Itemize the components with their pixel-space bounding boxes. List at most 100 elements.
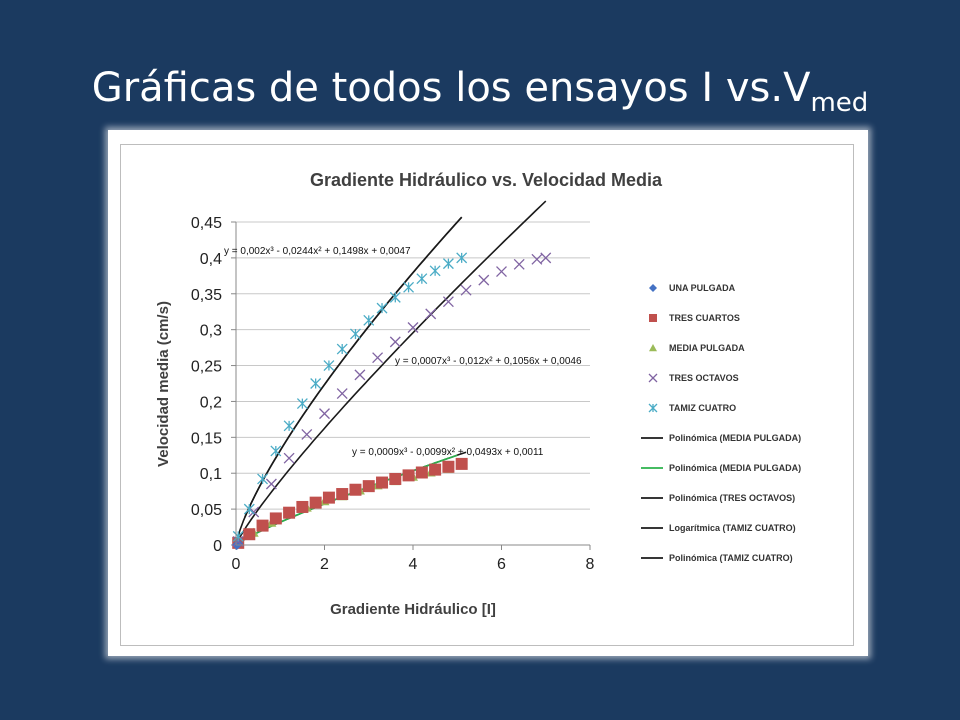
data-point	[425, 308, 437, 320]
data-point	[270, 445, 282, 457]
equation-label-1: y = 0,002x³ - 0,0244x² + 0,1498x + 0,004…	[224, 246, 411, 257]
legend-label: Logarítmica (TAMIZ CUATRO)	[669, 523, 796, 533]
data-point	[301, 429, 313, 440]
data-point	[350, 328, 361, 340]
data-point	[376, 302, 388, 314]
data-point	[540, 252, 552, 264]
x-tick-label: 8	[586, 556, 595, 573]
y-axis-title: Velocidad media (cm/s)	[155, 301, 172, 467]
legend-marker	[648, 373, 658, 383]
data-point	[389, 472, 402, 485]
data-point	[256, 519, 269, 532]
data-point	[243, 503, 255, 515]
data-point	[456, 252, 468, 264]
legend-marker	[648, 403, 658, 413]
legend-marker	[649, 314, 657, 322]
chart-svg: Gradiente Hidráulico vs. Velocidad Media…	[155, 170, 801, 618]
legend-label: MEDIA PULGADA	[669, 343, 745, 353]
data-point	[362, 480, 375, 493]
data-point	[309, 496, 322, 509]
data-point	[402, 469, 415, 482]
chart-title: Gradiente Hidráulico vs. Velocidad Media	[310, 170, 663, 190]
data-point	[283, 506, 296, 519]
data-point	[322, 491, 335, 504]
data-point	[269, 512, 282, 525]
data-point	[389, 336, 401, 348]
legend-label: TRES OCTAVOS	[669, 373, 739, 383]
data-point	[478, 274, 490, 286]
data-point	[319, 408, 330, 420]
y-tick-label: 0,45	[191, 215, 222, 232]
data-point	[372, 352, 384, 364]
data-point	[310, 378, 322, 389]
legend-marker	[649, 344, 657, 352]
x-tick-label: 4	[409, 556, 418, 573]
data-point	[323, 360, 335, 372]
data-point	[336, 343, 348, 355]
x-tick-label: 0	[232, 556, 241, 573]
legend-label: Polinómica (MEDIA PULGADA)	[669, 463, 801, 473]
data-point	[389, 291, 401, 303]
legend-label: TRES CUARTOS	[669, 313, 740, 323]
data-point	[442, 460, 455, 473]
data-point	[354, 369, 366, 381]
legend-marker	[649, 284, 657, 292]
legend-label: Polinómica (TAMIZ CUATRO)	[669, 553, 793, 563]
data-point	[233, 538, 244, 549]
equation-label-3: y = 0,0009x³ - 0,0099x² + 0,0493x + 0,00…	[352, 447, 544, 458]
y-tick-label: 0,3	[200, 323, 222, 340]
y-tick-label: 0,1	[200, 466, 222, 483]
legend-label: TAMIZ CUATRO	[669, 403, 736, 413]
y-tick-label: 0,15	[191, 430, 222, 447]
slide-title-subscript: med	[810, 88, 869, 118]
data-point	[513, 258, 525, 270]
data-point	[243, 528, 256, 541]
data-point	[407, 322, 419, 333]
equation-label-2: y = 0,0007x³ - 0,012x² + 0,1056x + 0,004…	[395, 356, 582, 367]
data-point	[363, 314, 375, 326]
x-tick-label: 2	[320, 556, 329, 573]
data-points	[231, 252, 552, 550]
data-point	[442, 296, 454, 308]
data-point	[416, 273, 428, 285]
data-point	[257, 473, 269, 485]
data-point	[442, 258, 454, 270]
data-point	[531, 253, 543, 265]
data-point	[283, 452, 295, 464]
y-tick-label: 0,25	[191, 359, 222, 376]
slide-title: Gráficas de todos los ensayos I vs.Vmed	[0, 62, 960, 129]
y-tick-label: 0,4	[200, 251, 222, 268]
y-tick-label: 0	[213, 538, 222, 555]
data-point	[296, 500, 309, 513]
legend-label: UNA PULGADA	[669, 283, 736, 293]
legend: UNA PULGADA TRES CUARTOS MEDIA PULGADA TRES…	[641, 283, 801, 563]
data-point	[429, 463, 442, 476]
data-point	[496, 266, 507, 277]
legend-label: Polinómica (MEDIA PULGADA)	[669, 433, 801, 443]
y-axis-ticks: 0 0,05 0,1 0,15 0,2 0,25 0,3 0,35 0,4 0,45	[191, 215, 236, 555]
data-point	[349, 483, 362, 496]
x-axis-title: Gradiente Hidráulico [I]	[330, 601, 496, 618]
data-point	[232, 530, 244, 542]
legend-label: Polinómica (TRES OCTAVOS)	[669, 493, 795, 503]
trendline	[235, 216, 463, 546]
y-tick-label: 0,2	[200, 394, 222, 411]
data-point	[429, 265, 441, 277]
data-point	[455, 457, 468, 470]
data-point	[336, 488, 349, 501]
data-point	[460, 284, 472, 296]
chart-area	[120, 144, 854, 646]
data-point	[415, 466, 428, 479]
data-point	[403, 281, 415, 293]
x-tick-label: 6	[497, 556, 506, 573]
chart-frame: Gradiente Hidráulico vs. Velocidad Media…	[108, 130, 868, 656]
data-point	[296, 398, 308, 410]
data-point	[265, 478, 277, 490]
data-point	[376, 476, 389, 489]
x-axis-ticks: 0 2 4 6 8	[232, 545, 595, 573]
slide-title-main: Gráficas de todos los ensayos I vs.V	[91, 65, 811, 111]
y-tick-label: 0,05	[191, 502, 222, 519]
data-point	[283, 420, 295, 432]
data-point	[336, 388, 348, 400]
y-tick-label: 0,35	[191, 287, 222, 304]
